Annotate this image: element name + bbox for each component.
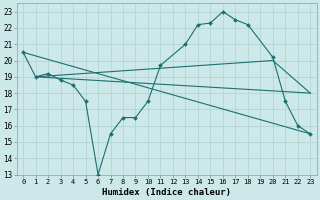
X-axis label: Humidex (Indice chaleur): Humidex (Indice chaleur) [102, 188, 231, 197]
